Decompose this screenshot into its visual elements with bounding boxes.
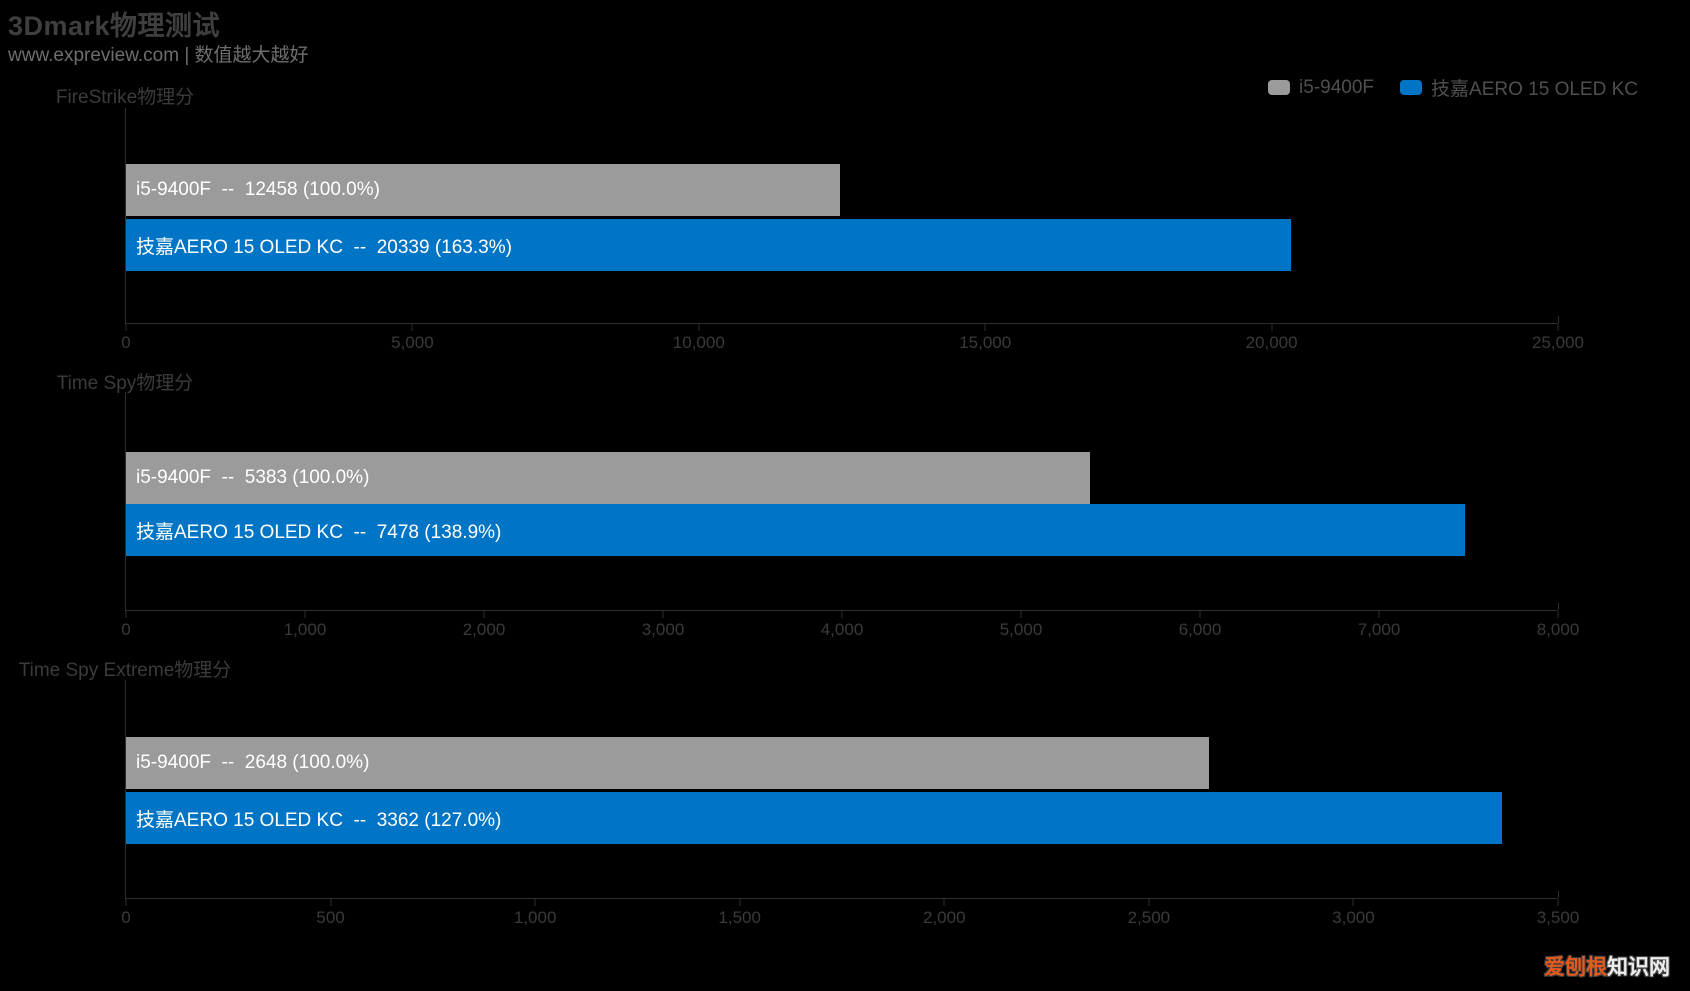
plot-area: i5-9400F -- 12458 (100.0%) 技嘉AERO 15 OLE… <box>121 108 1584 352</box>
axis-end-tick <box>1558 891 1559 898</box>
x-tick-mark <box>943 899 945 906</box>
x-tick-label: 2,000 <box>923 908 966 927</box>
plot-area: i5-9400F -- 2648 (100.0%) 技嘉AERO 15 OLED… <box>121 680 1579 927</box>
x-tick-mark <box>1148 899 1150 906</box>
chart-title: FireStrike物理分 <box>55 87 195 108</box>
x-tick-label: 7,000 <box>1357 620 1401 639</box>
x-tick-mark <box>330 899 332 906</box>
legend-swatch-blue <box>1400 80 1423 95</box>
bar-i5-9400f: i5-9400F -- 12458 (100.0%) <box>126 164 840 216</box>
x-tick-label: 6,000 <box>1178 620 1222 639</box>
x-tick-label: 1,000 <box>283 620 327 639</box>
watermark-rest: 知识网 <box>1607 956 1670 979</box>
x-tick-label: 0 <box>121 908 131 927</box>
x-tick-mark <box>125 899 127 906</box>
bar-label: 技嘉AERO 15 OLED KC -- 7478 (138.9%) <box>136 521 502 543</box>
x-tick-label: 5,000 <box>391 333 434 352</box>
x-tick-label: 1,500 <box>718 908 761 927</box>
x-tick-mark <box>125 324 127 331</box>
x-tick-mark <box>1378 611 1380 618</box>
x-tick-mark <box>698 324 700 331</box>
chart-title: Time Spy Extreme物理分 <box>18 660 232 681</box>
page-title: 3Dmark物理测试 <box>8 11 221 41</box>
watermark-highlight: 爱刨根 <box>1544 956 1607 979</box>
legend-label: i5-9400F <box>1299 76 1375 98</box>
legend-item-aero-15-oled-kc: 技嘉AERO 15 OLED KC <box>1400 74 1638 101</box>
x-tick-mark <box>984 324 986 331</box>
x-tick-mark <box>1271 324 1273 331</box>
axis-end-tick <box>1558 316 1559 323</box>
page-subtitle: www.expreview.com | 数值越大越好 <box>8 45 309 66</box>
x-tick-mark <box>304 611 306 618</box>
bar-aero-15-oled-kc: 技嘉AERO 15 OLED KC -- 20339 (163.3%) <box>126 219 1292 271</box>
x-tick-label: 15,000 <box>959 333 1012 352</box>
x-tick-label: 4,000 <box>820 620 864 639</box>
chart-title: Time Spy物理分 <box>56 373 194 394</box>
x-tick-mark <box>662 611 664 618</box>
x-tick-mark <box>534 899 536 906</box>
legend: i5-9400F 技嘉AERO 15 OLED KC <box>1268 74 1638 101</box>
legend-item-i5-9400f: i5-9400F <box>1268 77 1374 99</box>
x-tick-label: 0 <box>121 333 131 352</box>
plot-area: i5-9400F -- 5383 (100.0%) 技嘉AERO 15 OLED… <box>121 392 1579 639</box>
bar-i5-9400f: i5-9400F -- 2648 (100.0%) <box>126 737 1210 789</box>
x-tick-mark <box>483 611 485 618</box>
x-tick-mark <box>739 899 741 906</box>
legend-swatch-gray <box>1268 80 1291 95</box>
x-tick-mark <box>125 611 127 618</box>
x-tick-label: 3,000 <box>1332 908 1375 927</box>
x-tick-label: 2,500 <box>1127 908 1171 927</box>
axis-end-tick <box>1558 603 1559 610</box>
x-tick-label: 5,000 <box>999 620 1043 639</box>
x-tick-mark <box>1020 611 1022 618</box>
watermark: 爱刨根知识网 <box>1544 951 1670 981</box>
bar-label: i5-9400F -- 5383 (100.0%) <box>136 467 370 488</box>
x-tick-label: 3,000 <box>641 620 685 639</box>
x-tick-mark <box>841 611 843 618</box>
x-tick-label: 20,000 <box>1245 333 1298 352</box>
x-tick-mark <box>1557 899 1559 906</box>
x-tick-mark <box>1557 324 1559 331</box>
bar-i5-9400f: i5-9400F -- 5383 (100.0%) <box>126 452 1090 504</box>
x-tick-mark <box>1352 899 1354 906</box>
x-tick-label: 3,500 <box>1536 908 1580 927</box>
x-tick-label: 500 <box>316 908 345 927</box>
bar-label: 技嘉AERO 15 OLED KC -- 3362 (127.0%) <box>136 809 502 831</box>
bar-label: i5-9400F -- 2648 (100.0%) <box>136 752 370 773</box>
bar-label: 技嘉AERO 15 OLED KC -- 20339 (163.3%) <box>136 236 512 258</box>
x-tick-mark <box>411 324 413 331</box>
bar-label: i5-9400F -- 12458 (100.0%) <box>136 179 380 200</box>
x-tick-label: 8,000 <box>1536 620 1580 639</box>
x-tick-label: 1,000 <box>513 908 557 927</box>
x-tick-mark <box>1557 611 1559 618</box>
bar-aero-15-oled-kc: 技嘉AERO 15 OLED KC -- 7478 (138.9%) <box>126 504 1465 556</box>
x-tick-label: 0 <box>121 620 131 639</box>
bar-aero-15-oled-kc: 技嘉AERO 15 OLED KC -- 3362 (127.0%) <box>126 792 1502 844</box>
x-tick-label: 25,000 <box>1532 333 1584 352</box>
x-tick-mark <box>1199 611 1201 618</box>
legend-label: 技嘉AERO 15 OLED KC <box>1431 79 1638 100</box>
x-tick-label: 10,000 <box>672 333 725 352</box>
x-tick-label: 2,000 <box>462 620 506 639</box>
